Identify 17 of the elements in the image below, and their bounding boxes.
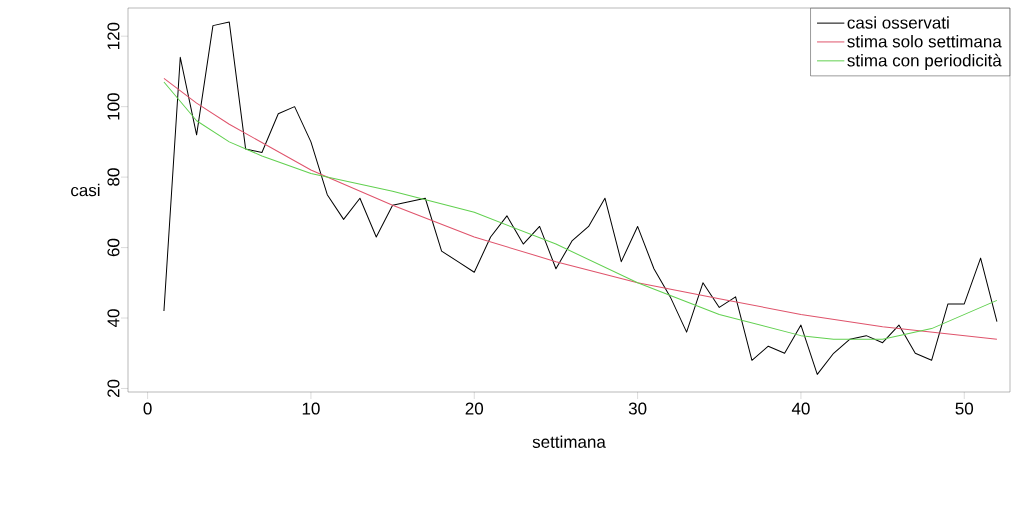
y-tick-label: 20 — [107, 379, 120, 398]
y-tick-label: 60 — [107, 238, 120, 257]
legend-label: stima solo settimana — [847, 35, 1002, 48]
y-tick-label: 40 — [107, 309, 120, 328]
y-tick-label: 120 — [107, 22, 120, 50]
y-tick-label: 80 — [107, 168, 120, 186]
x-tick-label: 30 — [628, 402, 647, 415]
x-axis-title: settimana — [532, 435, 606, 448]
legend-label: stima con periodicità — [847, 53, 1002, 70]
legend-label: casi osservati — [847, 16, 949, 29]
x-tick-label: 10 — [302, 402, 320, 415]
y-tick-label: 100 — [107, 93, 120, 120]
x-tick-label: 0 — [143, 402, 152, 415]
x-tick-label: 20 — [465, 402, 484, 415]
x-tick-label: 50 — [955, 402, 974, 415]
x-tick-label: 40 — [791, 402, 810, 415]
y-axis-title: casi — [71, 183, 100, 197]
